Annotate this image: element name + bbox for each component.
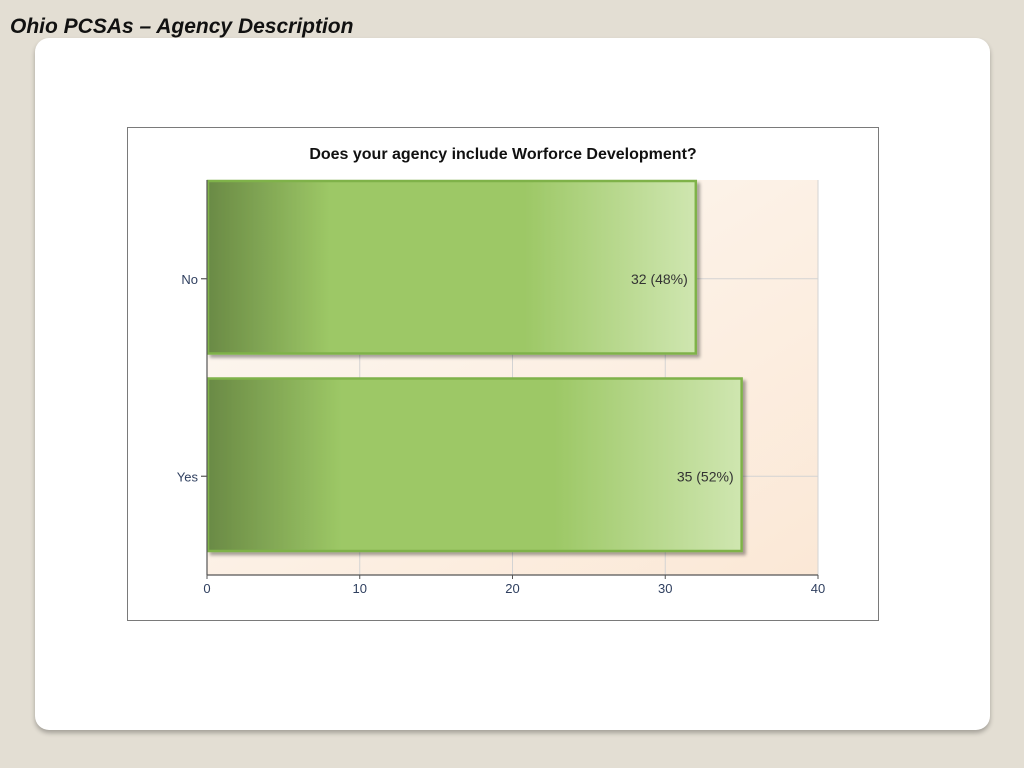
x-tick-label: 20 — [505, 581, 519, 596]
y-tick-label: No — [181, 272, 198, 287]
y-tick-label: Yes — [177, 469, 199, 484]
data-label: 35 (52%) — [677, 468, 734, 484]
bars: 32 (48%) 35 (52%) — [206, 179, 743, 553]
bar-chart: Does your agency include Worforce Develo… — [177, 146, 825, 596]
x-tick-label: 40 — [811, 581, 825, 596]
x-tick-label: 30 — [658, 581, 672, 596]
x-tick-label: 0 — [203, 581, 210, 596]
axes: No Yes 0 10 20 30 40 — [177, 180, 825, 596]
chart-title: Does your agency include Worforce Develo… — [309, 146, 696, 163]
data-label: 32 (48%) — [631, 271, 688, 287]
bar — [206, 377, 743, 553]
chart-frame: Does your agency include Worforce Develo… — [127, 127, 879, 621]
slide-title: Ohio PCSAs – Agency Description — [10, 15, 354, 38]
bar — [206, 179, 698, 355]
x-tick-label: 10 — [353, 581, 367, 596]
